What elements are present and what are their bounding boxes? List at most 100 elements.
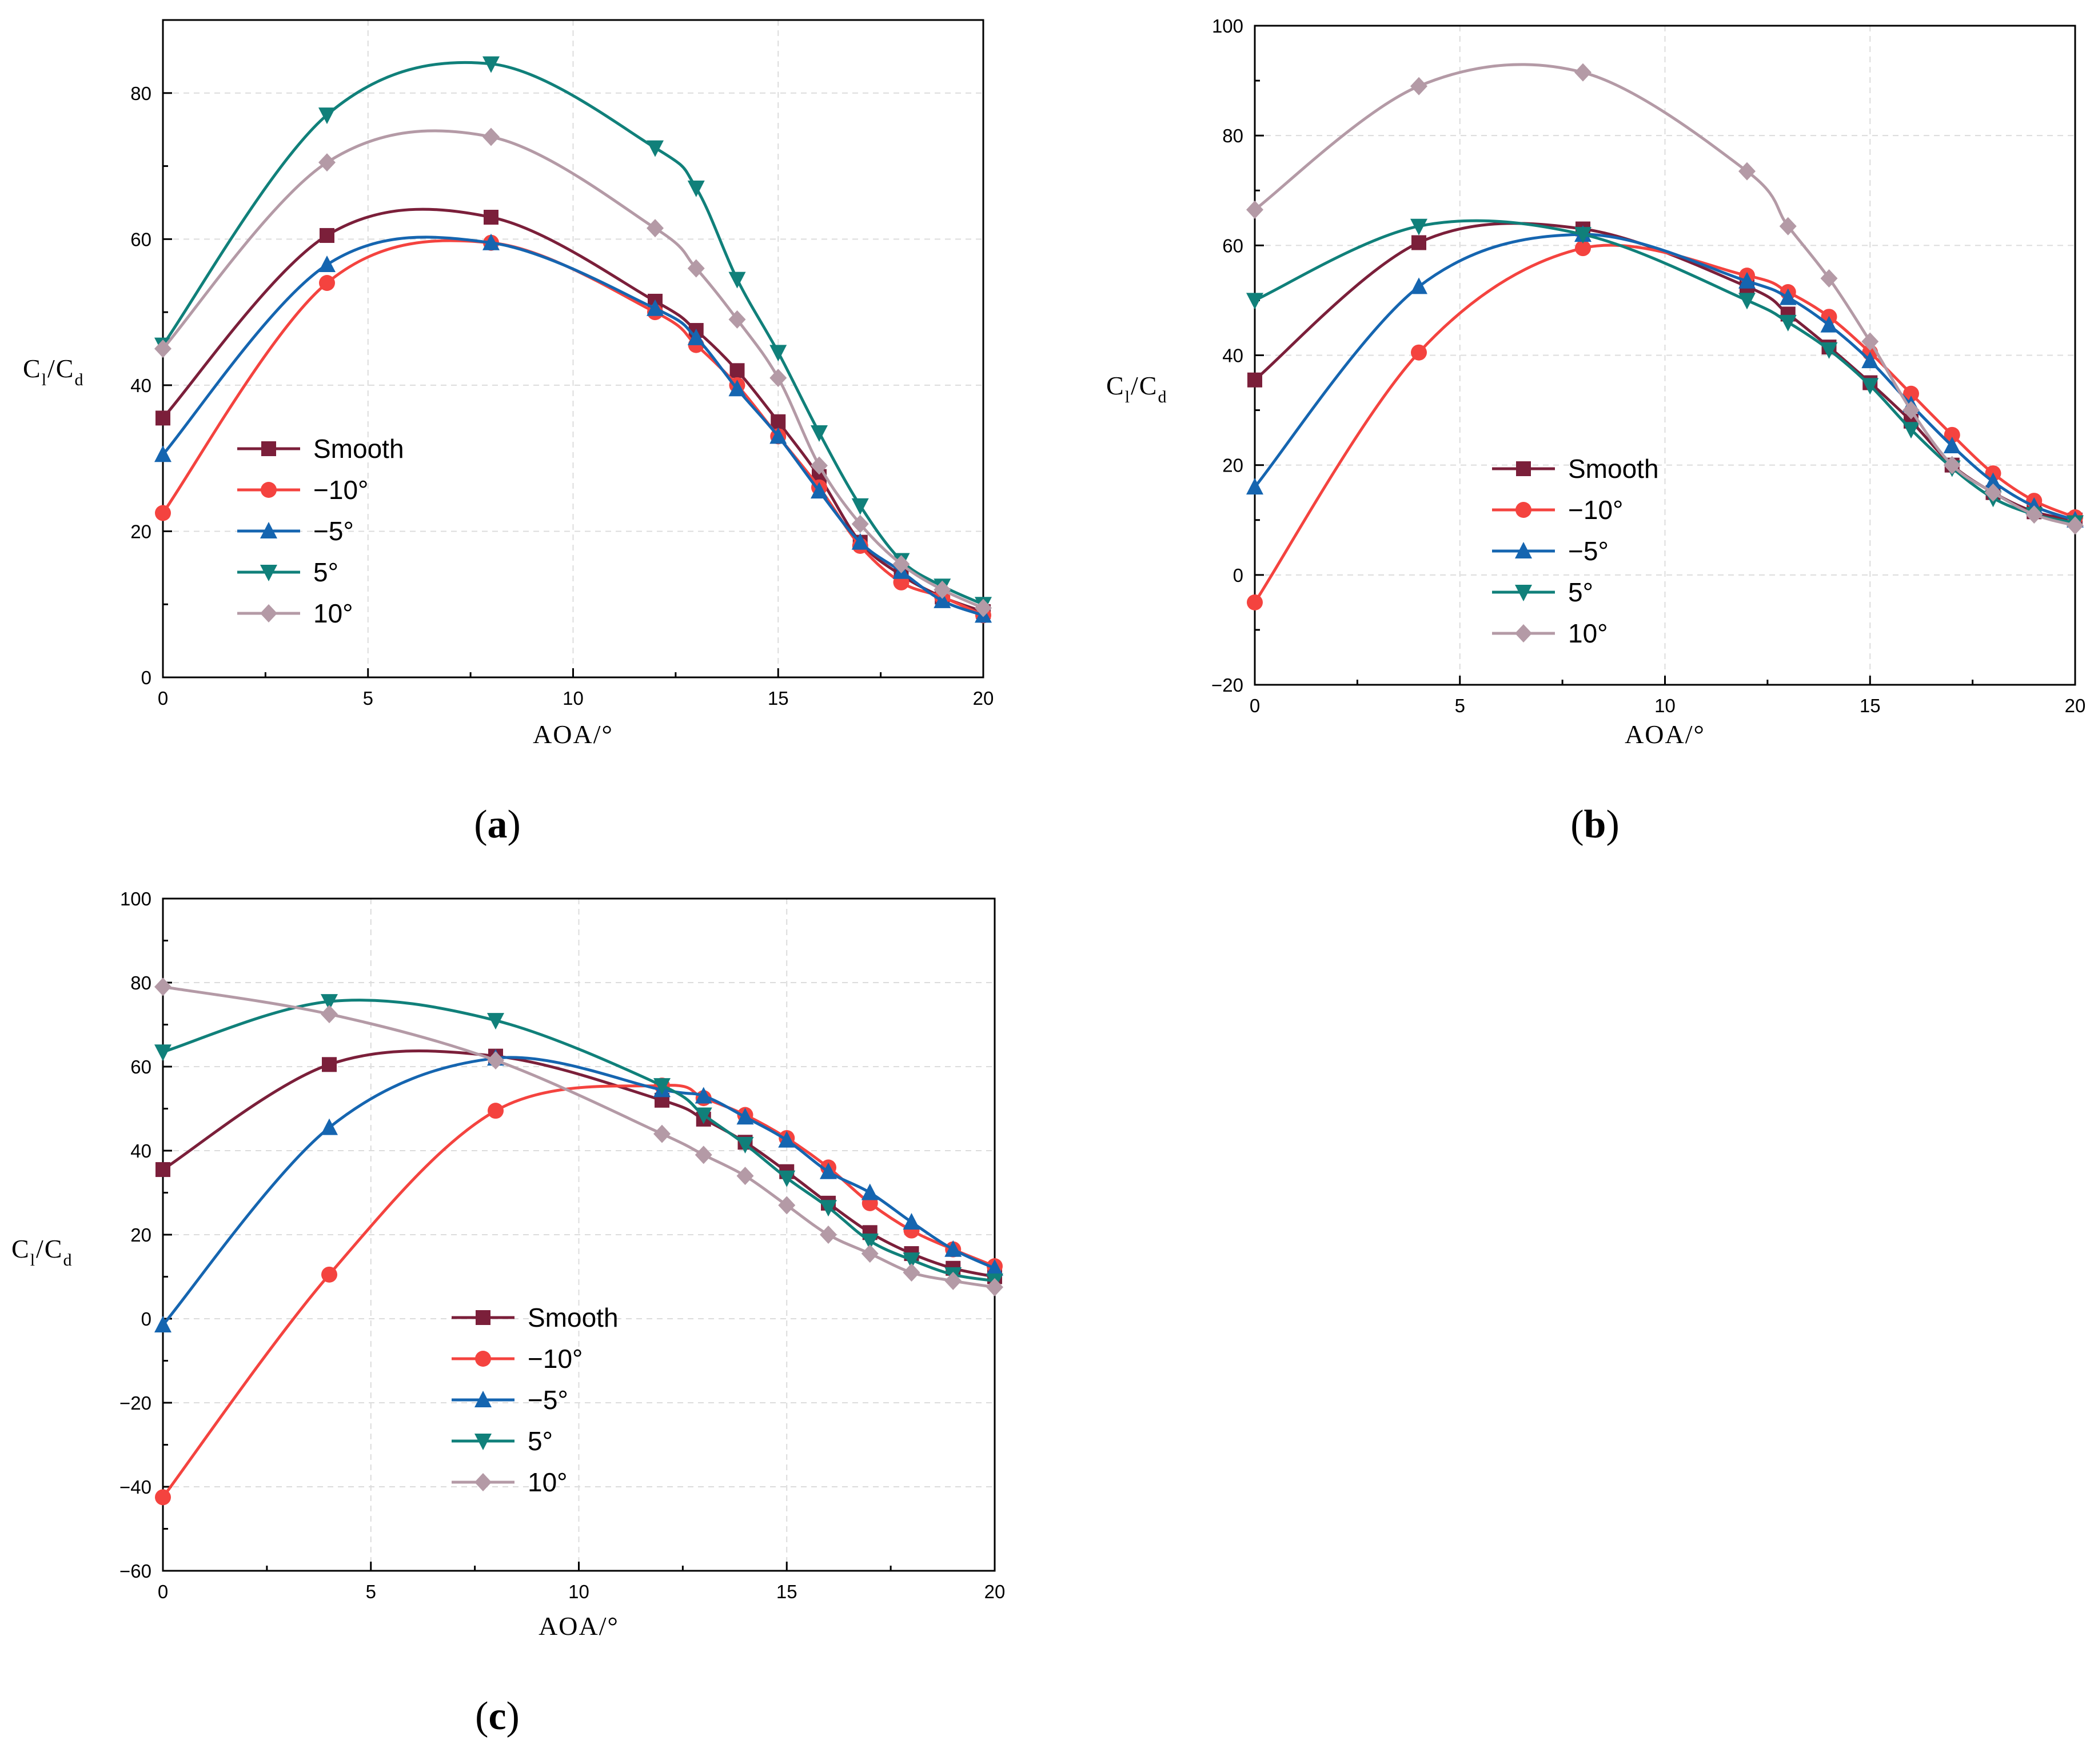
- data-point: [482, 127, 500, 146]
- series-line: [1254, 219, 2076, 525]
- data-point: [482, 56, 500, 73]
- legend-marker: [1515, 542, 1532, 558]
- legend-marker: [261, 482, 277, 498]
- y-axis-title: Cl/Cd: [11, 1234, 73, 1270]
- data-point: [1861, 378, 1879, 395]
- data-point: [487, 1013, 504, 1030]
- y-tick-label: 100: [1212, 15, 1243, 37]
- data-point: [861, 1234, 879, 1251]
- data-point: [986, 1278, 1003, 1296]
- data-point: [321, 1266, 337, 1283]
- y-axis-title-subscript: d: [63, 1251, 73, 1270]
- y-axis-title-part: /C: [36, 1234, 63, 1263]
- x-tick-label: 15: [1860, 695, 1881, 716]
- series-line: [162, 999, 995, 1283]
- data-point: [736, 1108, 754, 1125]
- data-point: [728, 310, 746, 329]
- data-point: [934, 580, 951, 599]
- data-point: [1984, 472, 2002, 489]
- data-point: [811, 425, 828, 442]
- data-point: [778, 1170, 796, 1187]
- data-point: [892, 554, 910, 573]
- legend-marker: [1516, 461, 1531, 476]
- data-point: [811, 482, 828, 499]
- y-axis-title-part: C: [23, 354, 42, 383]
- data-point: [1779, 288, 1797, 305]
- data-point: [769, 345, 787, 362]
- y-tick-label: 0: [1233, 565, 1243, 586]
- data-point: [1984, 483, 2002, 502]
- data-point: [321, 1005, 338, 1024]
- data-point: [1574, 63, 1592, 82]
- data-point: [155, 410, 170, 426]
- legend-label: −5°: [313, 516, 354, 546]
- data-point: [736, 1136, 754, 1154]
- chart-panel-a: 0 5 10 15 20 0 20 40 60 80 AOA/° Cl/Cd Smooth −10° −5°…: [23, 19, 994, 847]
- legend-label: −5°: [528, 1385, 568, 1415]
- legend-label: 10°: [1568, 618, 1608, 648]
- data-point: [154, 1044, 171, 1061]
- x-tick-label: 20: [2065, 695, 2086, 716]
- data-point: [1820, 342, 1838, 359]
- y-tick-label: −60: [119, 1561, 151, 1582]
- data-point: [155, 1162, 170, 1178]
- data-point: [1410, 277, 1427, 294]
- x-tick-label: 20: [973, 688, 994, 709]
- panel-label-paren: ): [1606, 803, 1619, 847]
- data-point: [2067, 516, 2084, 535]
- y-tick-label: 0: [141, 667, 151, 688]
- data-point: [1246, 200, 1263, 219]
- series-5: [154, 994, 1003, 1290]
- data-point: [811, 456, 828, 475]
- data-point: [778, 1196, 796, 1215]
- x-tick-label: 10: [1654, 695, 1676, 716]
- data-point: [1410, 218, 1427, 236]
- data-point: [934, 591, 951, 608]
- data-point: [155, 505, 171, 521]
- data-point: [695, 1087, 712, 1104]
- data-point: [1903, 385, 1919, 402]
- series-10: [154, 127, 992, 617]
- y-tick-label: 80: [130, 972, 151, 993]
- data-point: [154, 1316, 171, 1333]
- legend-label: −10°: [313, 475, 368, 505]
- data-point: [1861, 332, 1879, 351]
- y-axis-title-subscript: l: [1125, 388, 1131, 406]
- legend-marker: [474, 1434, 492, 1450]
- series-line: [162, 1049, 995, 1278]
- legend-label: −5°: [1568, 536, 1609, 566]
- legend-marker: [474, 1391, 492, 1407]
- legend-label: −10°: [528, 1344, 583, 1374]
- legend-label: Smooth: [528, 1303, 619, 1332]
- data-point: [771, 414, 786, 429]
- data-point: [687, 259, 705, 278]
- data-point: [154, 445, 171, 462]
- x-tick-label: 0: [1250, 695, 1260, 716]
- series-10: [1246, 63, 2084, 535]
- y-axis-title-part: /C: [1131, 371, 1158, 400]
- data-point: [851, 498, 869, 515]
- data-point: [1574, 227, 1592, 244]
- y-tick-label: 40: [130, 375, 151, 396]
- data-point: [861, 1244, 879, 1263]
- y-axis-title-part: /C: [47, 354, 74, 383]
- data-point: [1246, 478, 1263, 495]
- data-point: [2025, 505, 2043, 524]
- data-point: [944, 1240, 962, 1257]
- data-point: [1902, 401, 1920, 420]
- y-axis-title-subscript: l: [42, 370, 47, 389]
- panel-label: (c): [475, 1694, 520, 1738]
- data-point: [1820, 269, 1838, 288]
- data-point: [1779, 217, 1797, 236]
- data-point: [488, 1103, 504, 1119]
- y-axis-title-part: C: [1106, 371, 1125, 400]
- panel-label-paren: ): [506, 1694, 520, 1738]
- data-point: [319, 275, 335, 291]
- data-point: [647, 140, 664, 157]
- legend: Smooth −10° −5° 5° 10°: [237, 434, 404, 628]
- chart-panel-b: 0 5 10 15 20 −20 0 20 40 60 80 100 AOA/° Cl/Cd Smooth −…: [1106, 15, 2085, 847]
- data-point: [769, 369, 787, 388]
- data-point: [322, 1057, 337, 1072]
- y-tick-label: 60: [1222, 235, 1243, 256]
